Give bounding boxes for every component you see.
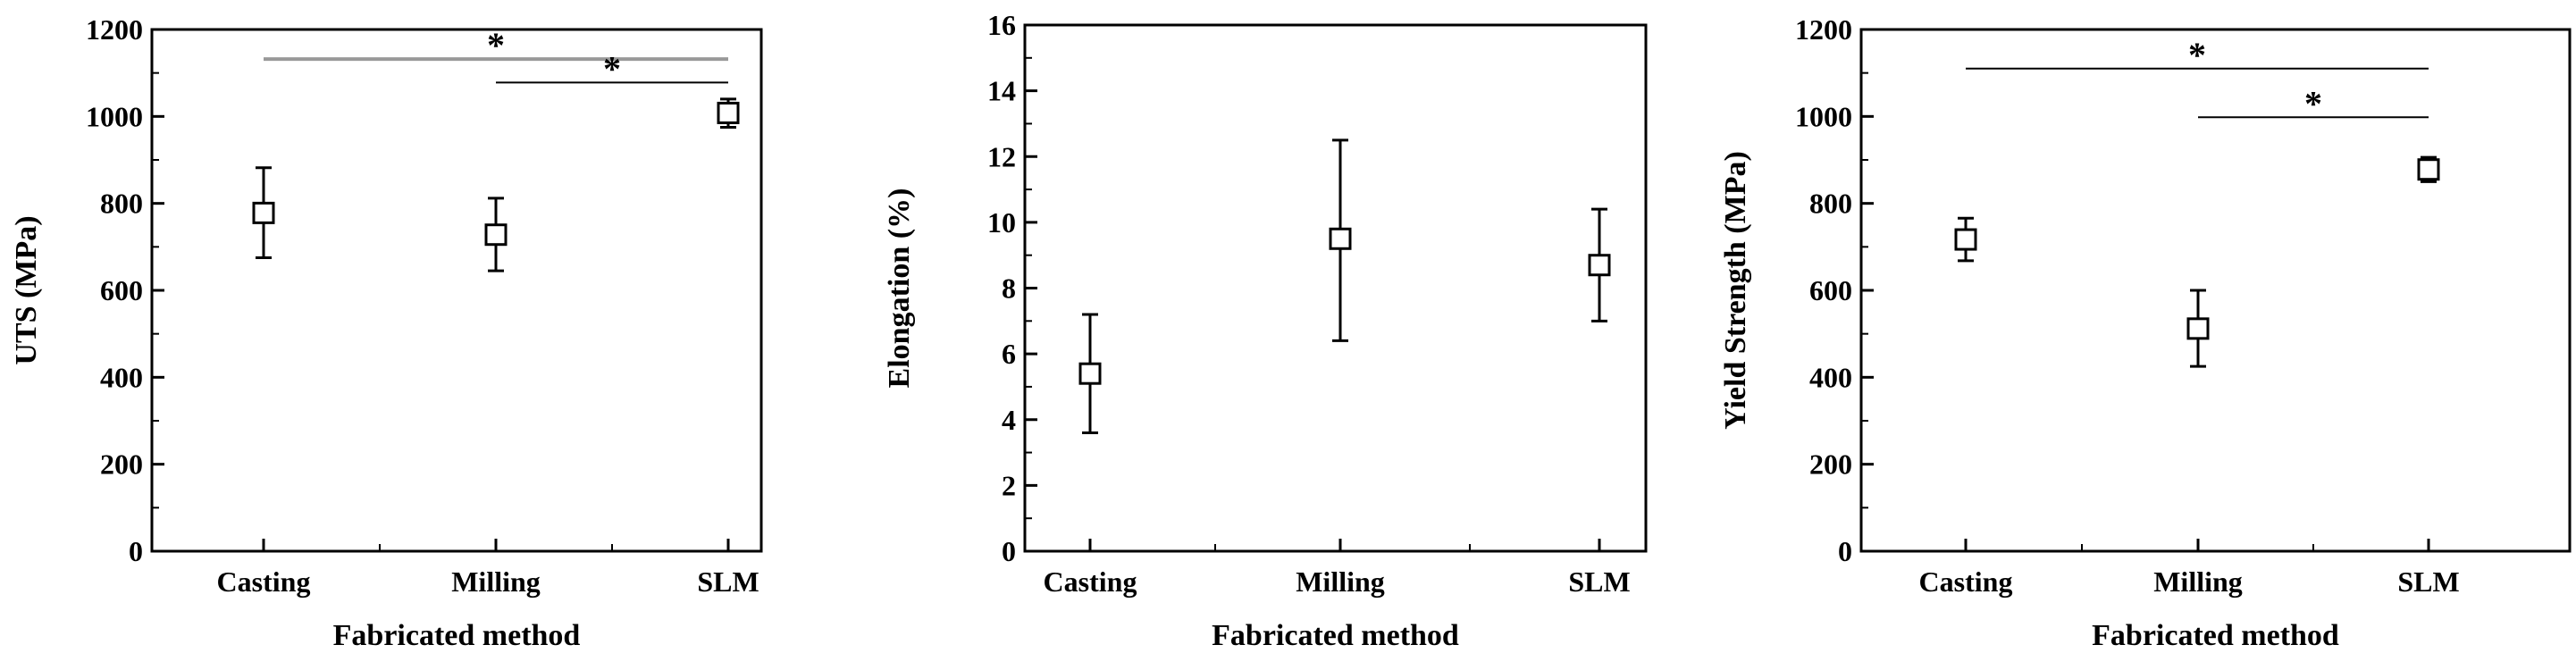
data-point (484, 223, 508, 247)
chart-panel-2: 0 2 4 6 8 10 12 14 16 Casting Milling SLM Fabricated… (883, 9, 1648, 652)
significance-star: * (487, 25, 505, 65)
y-tick-label: 8 (1002, 272, 1016, 305)
y-tick-label: 600 (1809, 274, 1852, 306)
significance-star: * (2188, 35, 2206, 75)
y-tick-label: 6 (1002, 338, 1016, 370)
y-tick-label: 0 (129, 535, 143, 567)
data-point (1078, 362, 1102, 385)
y-tick-label: 800 (1809, 188, 1852, 220)
x-tick-label: SLM (1568, 565, 1630, 598)
x-tick-label: Casting (1919, 565, 2013, 598)
y-tick-label: 200 (100, 448, 143, 481)
y-axis-title: UTS (MPa) (10, 215, 43, 364)
y-axis-title: Yield Strength (MPa) (1719, 151, 1752, 430)
y-tick-label: 2 (1002, 469, 1016, 501)
y-tick-label: 10 (987, 206, 1016, 239)
y-tick-label: 800 (100, 188, 143, 220)
chart-panel-1: 0 200 400 600 800 1000 1200 Casting Milling SLM Fa… (10, 13, 763, 652)
data-point (2417, 158, 2440, 181)
y-tick-label: 0 (1838, 535, 1852, 567)
data-point (1588, 254, 1611, 277)
y-tick-label: 1200 (1795, 13, 1852, 46)
data-point (252, 201, 275, 224)
plot-frame (150, 28, 763, 553)
significance-star: * (2304, 83, 2322, 123)
y-tick-label: 12 (987, 140, 1016, 172)
y-tick-label: 400 (100, 361, 143, 393)
data-point (717, 101, 740, 124)
y-tick-label: 400 (1809, 361, 1852, 393)
x-tick-label: SLM (2397, 565, 2459, 598)
y-tick-label: 1000 (1795, 100, 1852, 132)
data-point (2186, 317, 2210, 340)
x-tick-label: Casting (1044, 565, 1137, 598)
y-tick-label: 16 (987, 9, 1016, 41)
x-tick-label: Milling (451, 565, 541, 598)
y-tick-label: 1200 (86, 13, 143, 46)
y-tick-label: 600 (100, 274, 143, 306)
significance-star: * (603, 48, 621, 88)
y-tick-label: 4 (1002, 404, 1016, 436)
chart-panel-3: 0 200 400 600 800 1000 1200 Casting Milling SLM Fa… (1719, 13, 2572, 652)
data-point (1954, 228, 1977, 251)
data-point (1329, 227, 1352, 250)
y-tick-label: 1000 (86, 100, 143, 132)
y-tick-label: 0 (1002, 535, 1016, 567)
plot-frame (1023, 23, 1648, 553)
y-tick-label: 200 (1809, 448, 1852, 481)
x-tick-label: Casting (217, 565, 311, 598)
y-axis-title: Elongation (%) (883, 188, 916, 389)
x-tick-label: Milling (2153, 565, 2243, 598)
y-tick-label: 14 (987, 75, 1016, 107)
x-axis-title: Fabricated method (333, 619, 581, 652)
x-axis-title: Fabricated method (2092, 619, 2339, 652)
x-axis-title: Fabricated method (1212, 619, 1459, 652)
plot-frame (1859, 28, 2572, 553)
x-tick-label: SLM (697, 565, 759, 598)
x-tick-label: Milling (1296, 565, 1385, 598)
